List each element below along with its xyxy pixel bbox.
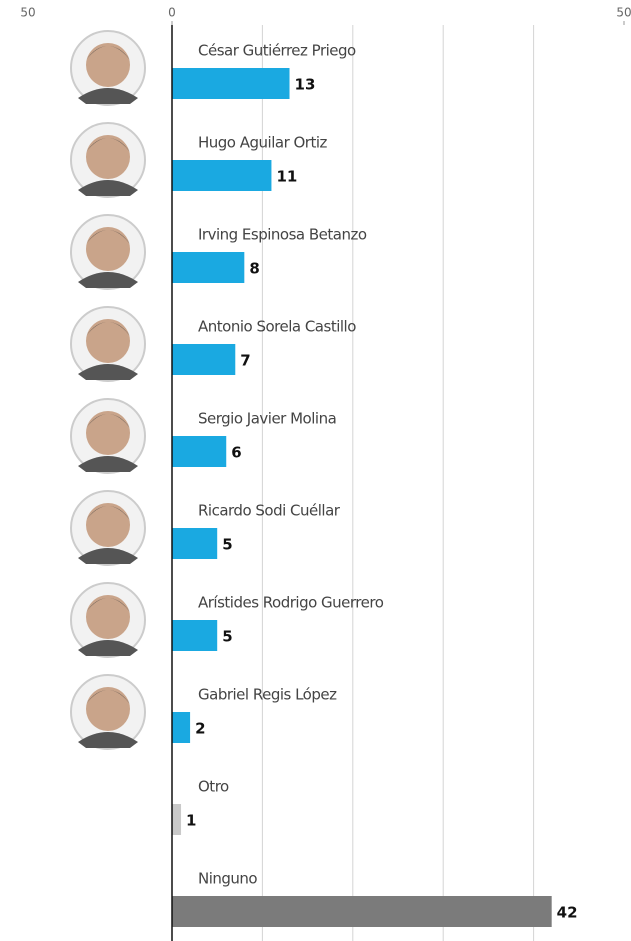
photo bbox=[70, 122, 146, 198]
photo-face bbox=[86, 135, 130, 179]
bar bbox=[172, 528, 218, 559]
category-label: Antonio Sorela Castillo bbox=[198, 318, 356, 336]
photo-face bbox=[86, 43, 130, 87]
value-label: 2 bbox=[195, 720, 205, 738]
x-tick-label: 50 bbox=[616, 6, 631, 20]
category-label: Ricardo Sodi Cuéllar bbox=[198, 502, 341, 520]
value-label: 11 bbox=[276, 168, 297, 186]
bar bbox=[172, 252, 245, 283]
photo bbox=[70, 674, 146, 750]
photo-face bbox=[86, 319, 130, 363]
photo-hair bbox=[86, 690, 130, 704]
category-label: Irving Espinosa Betanzo bbox=[198, 226, 367, 244]
photo-shoulders bbox=[78, 456, 138, 472]
value-label: 5 bbox=[222, 628, 232, 646]
category-label: Gabriel Regis López bbox=[198, 686, 337, 704]
photo bbox=[70, 582, 146, 658]
bar bbox=[172, 896, 552, 927]
bar bbox=[172, 160, 272, 191]
x-tick-label: 0 bbox=[168, 6, 176, 20]
photo-hair bbox=[86, 414, 130, 428]
category-label: Sergio Javier Molina bbox=[198, 410, 336, 428]
photo-hair bbox=[86, 506, 130, 520]
photo-face bbox=[86, 687, 130, 731]
photo-hair bbox=[86, 322, 130, 336]
value-label: 13 bbox=[295, 76, 316, 94]
value-label: 5 bbox=[222, 536, 232, 554]
photo-shoulders bbox=[78, 364, 138, 380]
bar bbox=[172, 620, 218, 651]
value-label: 7 bbox=[240, 352, 250, 370]
bar bbox=[172, 804, 182, 835]
photo-shoulders bbox=[78, 180, 138, 196]
bar bbox=[172, 344, 236, 375]
bar bbox=[172, 68, 290, 99]
category-label: Hugo Aguilar Ortiz bbox=[198, 134, 328, 152]
photo-shoulders bbox=[78, 640, 138, 656]
bar bbox=[172, 436, 227, 467]
category-label: Arístides Rodrigo Guerrero bbox=[198, 594, 384, 612]
photo bbox=[70, 306, 146, 382]
category-label: César Gutiérrez Priego bbox=[198, 42, 356, 60]
photo bbox=[70, 490, 146, 566]
value-label: 1 bbox=[186, 812, 196, 830]
photo-shoulders bbox=[78, 548, 138, 564]
value-label: 8 bbox=[249, 260, 259, 278]
photo-shoulders bbox=[78, 88, 138, 104]
photo bbox=[70, 214, 146, 290]
photo bbox=[70, 30, 146, 106]
photo-face bbox=[86, 595, 130, 639]
left-edge-label: 50 bbox=[20, 6, 35, 20]
category-label: Ninguno bbox=[198, 870, 257, 888]
value-label: 42 bbox=[557, 904, 578, 922]
photo-hair bbox=[86, 598, 130, 612]
value-label: 6 bbox=[231, 444, 241, 462]
photo-shoulders bbox=[78, 732, 138, 748]
photo-hair bbox=[86, 46, 130, 60]
category-label: Otro bbox=[198, 778, 229, 796]
bar bbox=[172, 712, 191, 743]
photo-face bbox=[86, 227, 130, 271]
photo-face bbox=[86, 503, 130, 547]
photo-face bbox=[86, 411, 130, 455]
photo-shoulders bbox=[78, 272, 138, 288]
photo-hair bbox=[86, 230, 130, 244]
photo bbox=[70, 398, 146, 474]
photo-hair bbox=[86, 138, 130, 152]
